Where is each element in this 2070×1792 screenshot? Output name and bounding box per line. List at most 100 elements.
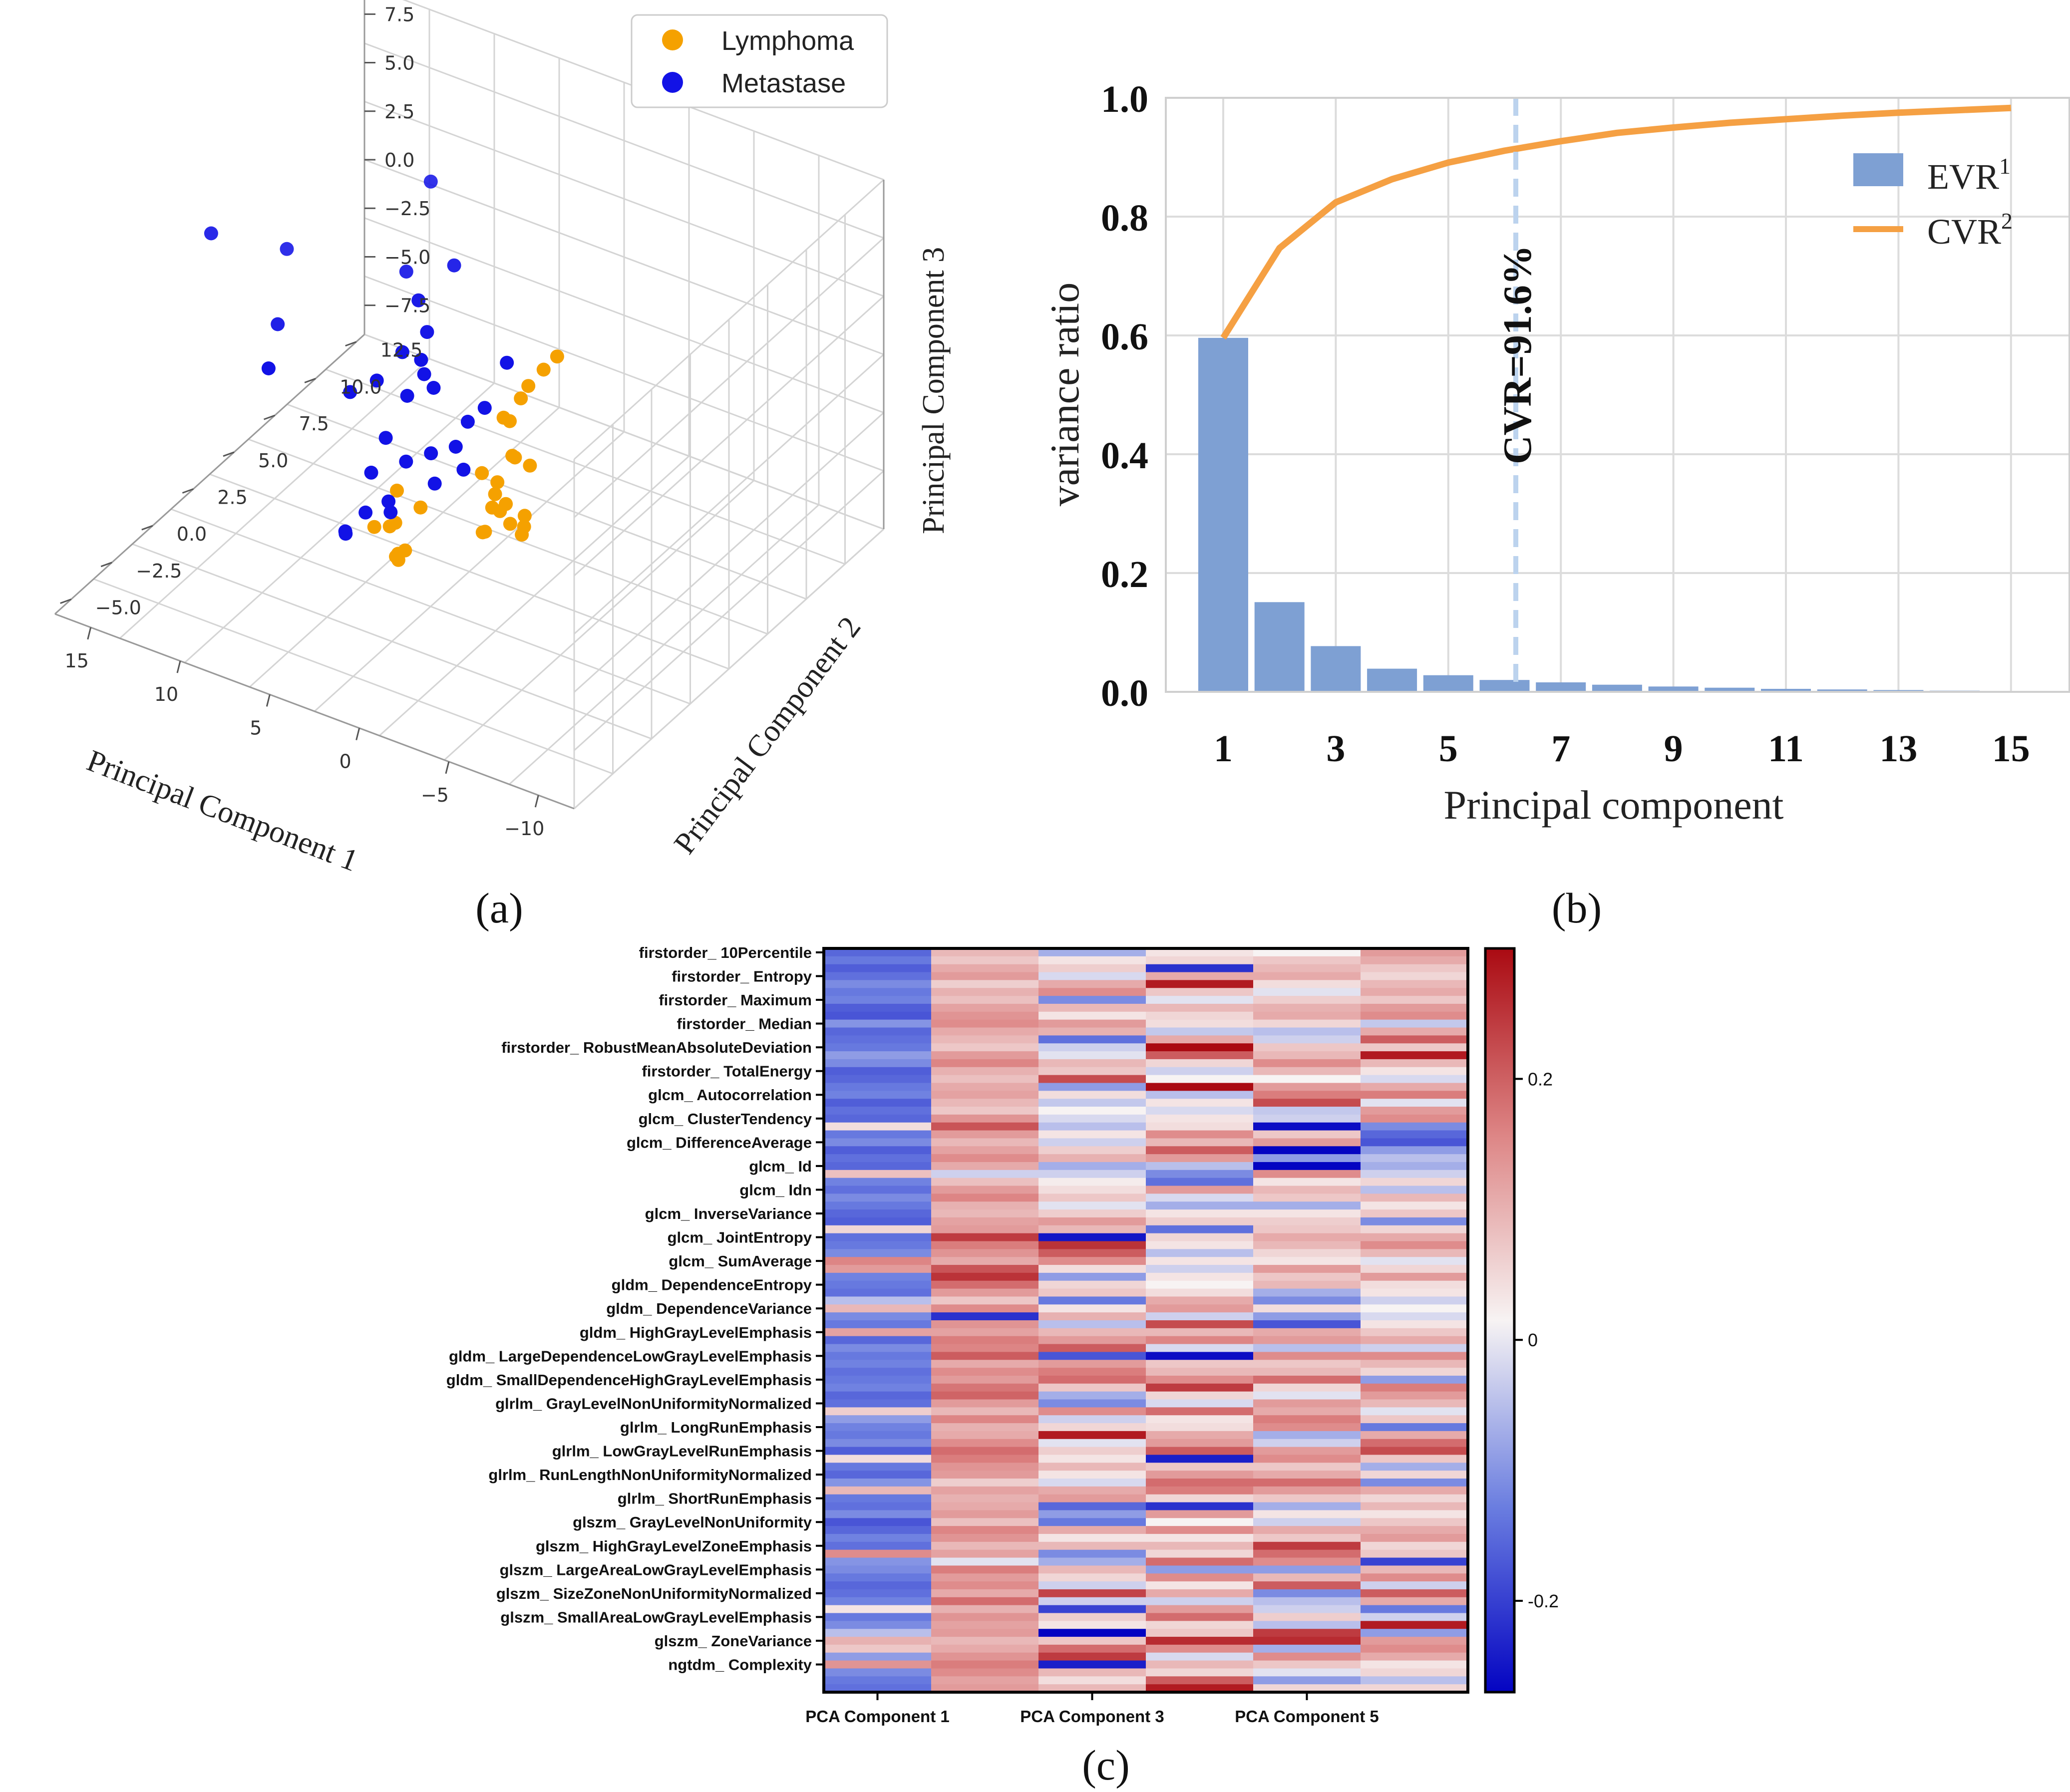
heatmap-cell (1038, 1249, 1146, 1257)
row-label: firstorder_ Entropy (672, 967, 812, 985)
legend-cvr-text: CVR (1927, 212, 2001, 252)
heatmap-cell (1146, 1684, 1254, 1693)
heatmap-cell (1253, 1589, 1361, 1598)
heatmap-cell (1361, 1296, 1468, 1305)
y-tick-label: 5.0 (258, 450, 288, 472)
heatmap-cell (1038, 1201, 1146, 1210)
heatmap-cell (931, 1249, 1039, 1257)
heatmap-cell (1038, 1605, 1146, 1614)
heatmap-cell (1038, 1533, 1146, 1542)
heatmap-cell (931, 1019, 1039, 1028)
y-tick-mark (304, 378, 316, 383)
heatmap-cell (1253, 1194, 1361, 1202)
heatmap-cell (824, 1565, 932, 1574)
x-tick-label: 5 (1439, 728, 1458, 770)
heatmap-cell (931, 1479, 1039, 1487)
heatmap-cell (1361, 948, 1468, 957)
heatmap-cell (931, 1510, 1039, 1518)
heatmap-cell (824, 1280, 932, 1289)
heatmap-cell (1038, 1146, 1146, 1155)
gridline (402, 0, 884, 181)
heatmap-cell (1038, 1265, 1146, 1273)
heatmap-cell (824, 1233, 932, 1242)
gridline (364, 333, 884, 530)
heatmap-cell (931, 1344, 1039, 1352)
heatmap-cell (1146, 1138, 1254, 1147)
heatmap-cell (1253, 1629, 1361, 1637)
heatmap-cell (1253, 1122, 1361, 1131)
heatmap-cell (1361, 1154, 1468, 1163)
heatmap-cell (1146, 1225, 1254, 1234)
panel-a-caption: (a) (475, 884, 523, 932)
heatmap-cell (824, 1375, 932, 1384)
heatmap-cell (824, 1091, 932, 1099)
heatmap-cell (1361, 1668, 1468, 1677)
heatmap-cell (1361, 1463, 1468, 1471)
y-tick-mark (264, 414, 276, 420)
y-tick-label: 7.5 (299, 413, 329, 435)
legend-evr-superscript: 1 (1999, 153, 2011, 179)
colorbar-tick-label: -0.2 (1528, 1591, 1559, 1611)
heatmap-cell (1146, 1257, 1254, 1265)
heatmap-cell (1253, 1637, 1361, 1645)
x-tick-label: −10 (504, 818, 544, 840)
heatmap-cell (1361, 1011, 1468, 1020)
heatmap-cell (931, 1257, 1039, 1265)
heatmap-cell (824, 956, 932, 965)
heatmap-cell (1038, 1344, 1146, 1352)
row-label: glszm_ LargeAreaLowGrayLevelEmphasis (500, 1561, 812, 1578)
heatmap-cell (1146, 1660, 1254, 1669)
heatmap-cell (1361, 1075, 1468, 1084)
heatmap-cell (1038, 1597, 1146, 1606)
heatmap-cell (1146, 948, 1254, 957)
pc1-axis-label: Principal Component 1 (82, 744, 362, 879)
heatmap-frame (822, 947, 1469, 1694)
heatmap-cell (931, 1296, 1039, 1305)
legend-evr-swatch (1853, 153, 1903, 186)
heatmap-cell (1253, 1549, 1361, 1558)
row-label: glszm_ HighGrayLevelZoneEmphasis (536, 1537, 812, 1555)
heatmap-cell (1253, 1336, 1361, 1345)
heatmap-cell (1253, 1447, 1361, 1456)
heatmap-cell (824, 1114, 932, 1123)
heatmap-cell (1361, 1486, 1468, 1495)
heatmap-cell (1361, 1447, 1468, 1456)
x-tick-label: 11 (1768, 728, 1804, 770)
heatmap-cell (1253, 1043, 1361, 1052)
heatmap-cell (824, 1272, 932, 1281)
heatmap-cell (824, 1352, 932, 1360)
heatmap-cell (1038, 1059, 1146, 1068)
heatmap-cell (1361, 1265, 1468, 1273)
heatmap-cell (1361, 1589, 1468, 1598)
heatmap-cell (931, 948, 1039, 957)
heatmap-cell (1253, 1170, 1361, 1179)
panel-b-caption: (b) (1552, 884, 1602, 932)
heatmap-cell (1253, 1201, 1361, 1210)
colorbar (1484, 947, 1516, 1694)
heatmap-cell (1361, 1312, 1468, 1321)
heatmap-cell (1253, 1312, 1361, 1321)
gridline (364, 100, 884, 297)
evr-bar (1254, 602, 1305, 692)
heatmap-cell (1253, 1107, 1361, 1115)
heatmap-cell (931, 1225, 1039, 1234)
y-tick-mark (100, 562, 112, 568)
heatmap-cell (1253, 1399, 1361, 1408)
heatmap-cell (1253, 1676, 1361, 1685)
lymphoma-point (505, 449, 520, 463)
heatmap-cell (1361, 1209, 1468, 1218)
heatmap-cell (1146, 1328, 1254, 1337)
x-tick-mark (534, 795, 539, 808)
heatmap-cell (1253, 1059, 1361, 1068)
heatmap-cell (1146, 1019, 1254, 1028)
x-tick-label: 3 (1326, 728, 1345, 770)
heatmap-cell (824, 964, 932, 973)
heatmap-cell (824, 1344, 932, 1352)
heatmap-cell (824, 1194, 932, 1202)
heatmap-cell (931, 1463, 1039, 1471)
legend-lymphoma-marker (662, 29, 683, 50)
heatmap-cell (1253, 1439, 1361, 1448)
gridline (573, 470, 885, 751)
heatmap-cell (824, 1035, 932, 1044)
row-label: glszm_ SizeZoneNonUniformityNormalized (496, 1585, 812, 1602)
